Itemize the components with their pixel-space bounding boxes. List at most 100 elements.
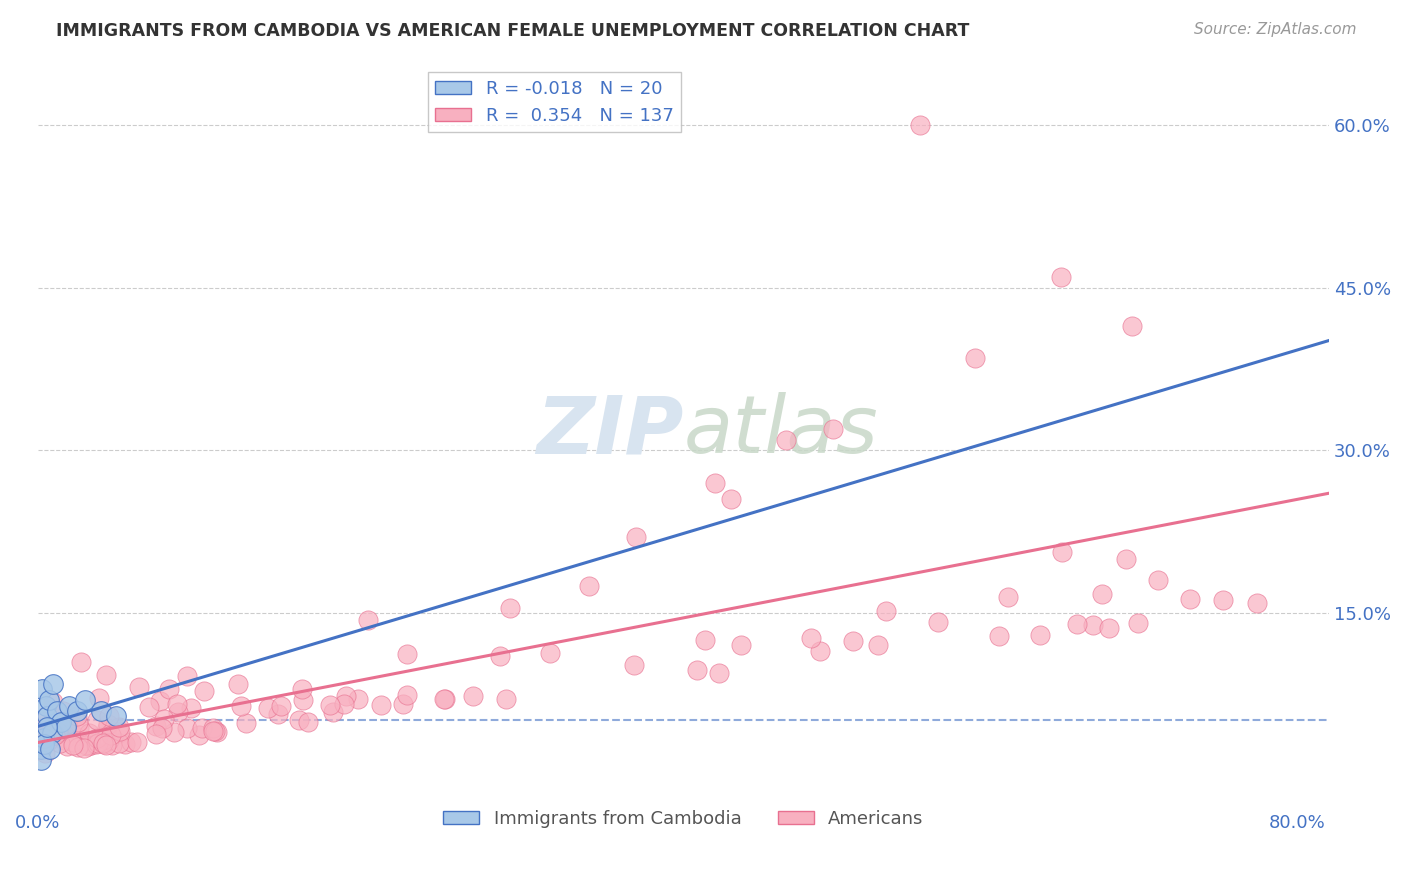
Point [370, 698, 392, 712]
Point [67, 739, 90, 754]
Point [1052, 545, 1074, 559]
Point [79, 738, 101, 752]
Point [163, 725, 186, 739]
Point [148, 694, 170, 708]
Point [927, 615, 949, 629]
Point [226, 676, 249, 690]
Point [166, 697, 188, 711]
Point [87, 736, 110, 750]
Point [53, 733, 76, 747]
Point [180, 700, 202, 714]
Point [202, 722, 225, 736]
Point [48, 736, 70, 750]
Point [30, 753, 52, 767]
Point [114, 737, 136, 751]
Point [73, 741, 96, 756]
Point [75, 738, 97, 752]
Point [55, 739, 77, 753]
Point [34, 698, 56, 713]
Point [66, 704, 89, 718]
Point [32, 729, 55, 743]
Point [461, 689, 484, 703]
Point [96, 721, 118, 735]
Point [875, 604, 897, 618]
Point [108, 724, 131, 739]
Point [145, 727, 167, 741]
Point [188, 728, 211, 742]
Point [495, 691, 517, 706]
Point [73, 693, 96, 707]
Point [94, 732, 117, 747]
Point [488, 649, 510, 664]
Point [46, 725, 69, 739]
Point [1066, 616, 1088, 631]
Point [963, 351, 986, 366]
Point [433, 691, 456, 706]
Point [145, 719, 167, 733]
Point [125, 734, 148, 748]
Point [37, 709, 59, 723]
Point [538, 647, 561, 661]
Point [39, 742, 62, 756]
Point [319, 698, 342, 712]
Point [908, 118, 931, 132]
Point [166, 705, 188, 719]
Point [396, 688, 419, 702]
Point [67, 721, 90, 735]
Point [77, 726, 100, 740]
Point [1081, 618, 1104, 632]
Point [202, 723, 225, 738]
Point [38, 693, 60, 707]
Point [62, 734, 84, 748]
Point [120, 735, 142, 749]
Point [229, 699, 252, 714]
Point [578, 579, 600, 593]
Point [1090, 587, 1112, 601]
Point [1029, 628, 1052, 642]
Point [176, 669, 198, 683]
Point [138, 700, 160, 714]
Point [193, 683, 215, 698]
Point [97, 717, 120, 731]
Point [108, 726, 131, 740]
Point [720, 492, 742, 507]
Point [108, 720, 131, 734]
Point [775, 433, 797, 447]
Point [31, 682, 53, 697]
Text: atlas: atlas [683, 392, 879, 470]
Point [87, 691, 110, 706]
Point [94, 738, 117, 752]
Point [191, 721, 214, 735]
Point [86, 731, 108, 746]
Point [288, 713, 311, 727]
Point [693, 632, 716, 647]
Point [821, 422, 844, 436]
Point [808, 644, 831, 658]
Point [41, 725, 63, 739]
Point [32, 731, 55, 746]
Point [396, 647, 419, 661]
Point [56, 717, 79, 731]
Point [800, 631, 823, 645]
Point [842, 634, 865, 648]
Point [42, 694, 65, 708]
Point [291, 681, 314, 696]
Point [1146, 573, 1168, 587]
Point [45, 704, 67, 718]
Point [267, 707, 290, 722]
Point [93, 729, 115, 743]
Text: ZIP: ZIP [536, 392, 683, 470]
Point [297, 714, 319, 729]
Point [157, 681, 180, 696]
Point [1115, 552, 1137, 566]
Point [1212, 592, 1234, 607]
Point [1126, 616, 1149, 631]
Point [70, 655, 93, 669]
Point [28, 742, 51, 756]
Point [37, 720, 59, 734]
Point [77, 735, 100, 749]
Point [52, 704, 75, 718]
Point [868, 638, 890, 652]
Point [392, 697, 415, 711]
Point [30, 742, 52, 756]
